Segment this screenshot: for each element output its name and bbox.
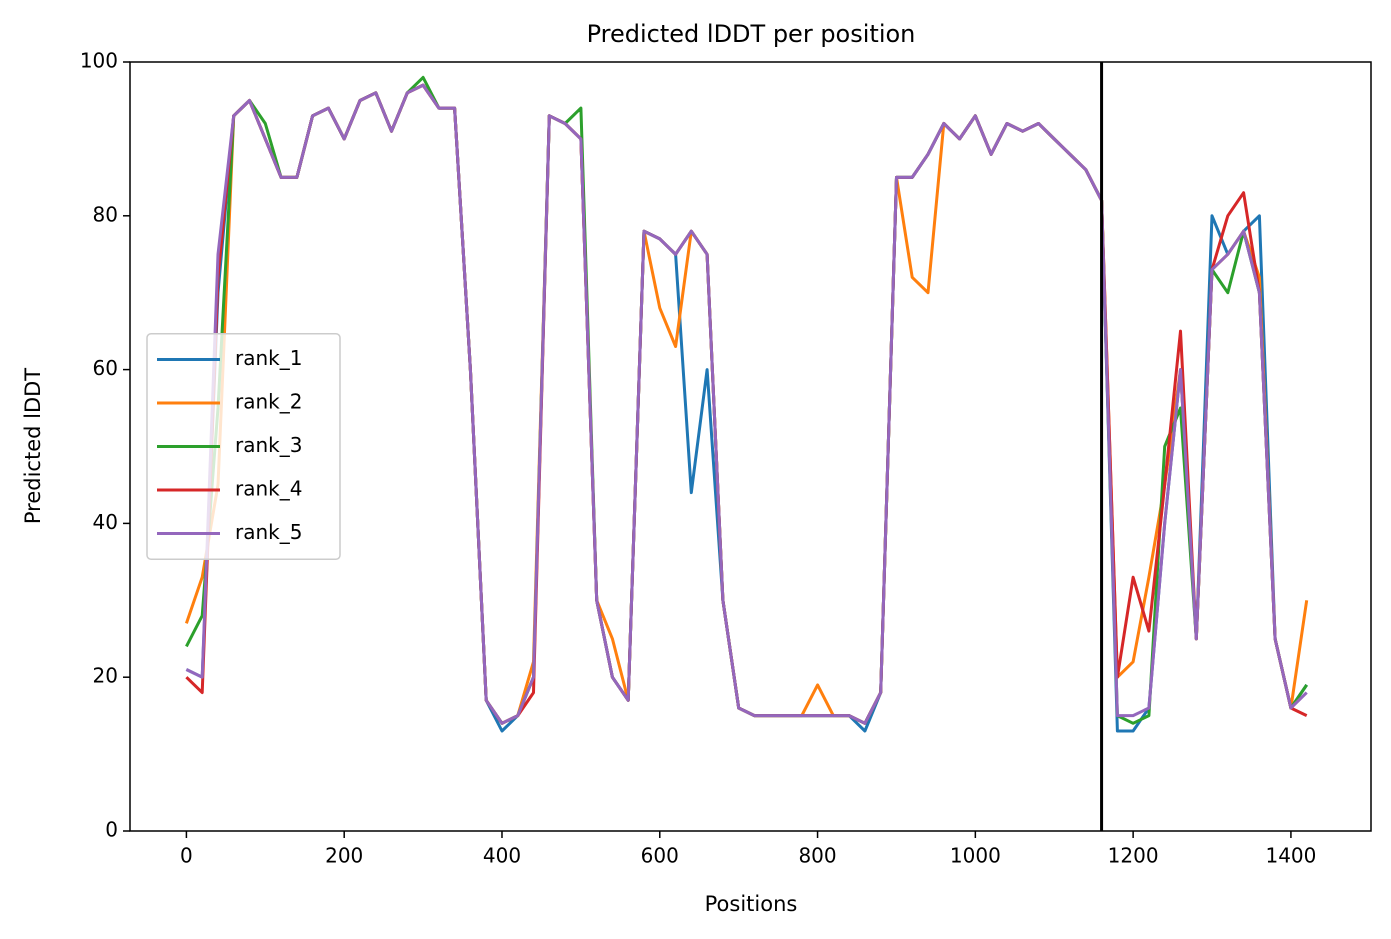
legend-label: rank_2 xyxy=(235,390,302,414)
y-tick-label: 40 xyxy=(93,510,118,534)
plot-frame xyxy=(129,61,1372,832)
y-axis-label: Predicted lDDT xyxy=(21,368,45,524)
legend-label: rank_1 xyxy=(235,346,302,370)
y-tick-label: 80 xyxy=(93,202,118,226)
y-tick-label: 100 xyxy=(80,49,118,73)
legend-label: rank_5 xyxy=(235,520,302,544)
x-tick-label: 400 xyxy=(483,844,521,868)
x-tick-label: 800 xyxy=(798,844,836,868)
x-axis-label: Positions xyxy=(705,892,798,916)
y-tick-label: 20 xyxy=(93,664,118,688)
x-tick-label: 1000 xyxy=(950,844,1001,868)
x-tick-label: 0 xyxy=(180,844,193,868)
legend-box xyxy=(146,333,341,560)
chart-title: Predicted lDDT per position xyxy=(587,20,916,48)
x-tick-label: 600 xyxy=(641,844,679,868)
series-line xyxy=(185,83,1308,725)
series-line xyxy=(184,83,1309,725)
x-tick-label: 1400 xyxy=(1265,844,1316,868)
legend-label: rank_3 xyxy=(235,433,302,457)
y-tick-label: 60 xyxy=(93,356,118,380)
legend-label: rank_4 xyxy=(235,477,302,501)
y-tick-label: 0 xyxy=(105,818,118,842)
x-tick-label: 200 xyxy=(325,844,363,868)
x-tick-label: 1200 xyxy=(1108,844,1159,868)
